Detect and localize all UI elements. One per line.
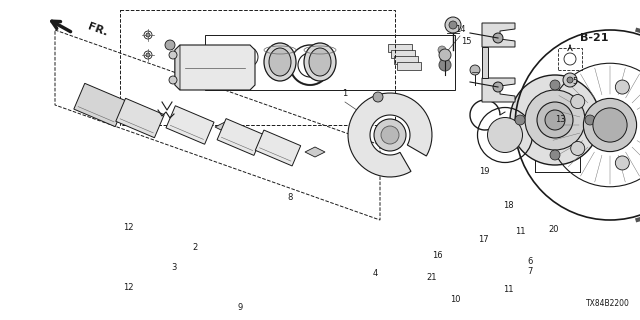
Circle shape (571, 141, 585, 156)
Text: 14: 14 (455, 26, 465, 35)
Circle shape (146, 53, 150, 57)
Text: 2: 2 (193, 244, 198, 252)
Circle shape (165, 40, 175, 50)
Circle shape (146, 33, 150, 37)
Circle shape (615, 156, 629, 170)
Polygon shape (305, 147, 325, 157)
Text: 9: 9 (237, 303, 243, 313)
Text: 5: 5 (572, 77, 578, 86)
Circle shape (593, 108, 627, 142)
Bar (558, 48, 582, 70)
Polygon shape (394, 56, 418, 64)
Circle shape (169, 76, 177, 84)
Polygon shape (255, 130, 301, 166)
Text: 16: 16 (432, 251, 442, 260)
Text: 21: 21 (427, 274, 437, 283)
Text: 15: 15 (461, 37, 471, 46)
Text: 11: 11 (515, 228, 525, 236)
Circle shape (439, 59, 451, 71)
Circle shape (525, 90, 585, 150)
Polygon shape (217, 119, 263, 156)
Text: 7: 7 (527, 268, 532, 276)
Circle shape (374, 119, 406, 151)
Text: TX84B2200: TX84B2200 (586, 299, 630, 308)
Circle shape (550, 80, 560, 90)
Circle shape (373, 92, 383, 102)
Polygon shape (482, 47, 488, 78)
Text: 19: 19 (479, 167, 489, 177)
Ellipse shape (264, 43, 296, 81)
Polygon shape (116, 98, 164, 138)
Text: 20: 20 (548, 226, 559, 235)
Polygon shape (482, 78, 515, 102)
Circle shape (550, 150, 560, 160)
Circle shape (585, 115, 595, 125)
Text: 13: 13 (555, 116, 565, 124)
Text: 10: 10 (450, 294, 460, 303)
Polygon shape (391, 50, 415, 58)
Text: 4: 4 (372, 268, 378, 277)
Text: B-21: B-21 (580, 33, 608, 43)
Ellipse shape (304, 43, 336, 81)
Polygon shape (175, 45, 180, 90)
Circle shape (381, 126, 399, 144)
Text: 1: 1 (342, 90, 348, 99)
Circle shape (545, 110, 565, 130)
Ellipse shape (488, 117, 522, 153)
Polygon shape (388, 44, 412, 52)
Polygon shape (166, 106, 214, 144)
Polygon shape (215, 122, 235, 132)
Text: 3: 3 (172, 263, 177, 273)
Circle shape (563, 73, 577, 87)
Circle shape (470, 65, 480, 75)
Circle shape (615, 80, 629, 94)
Circle shape (510, 75, 600, 165)
Polygon shape (74, 83, 126, 127)
Circle shape (584, 98, 637, 152)
Ellipse shape (309, 48, 331, 76)
Circle shape (571, 94, 585, 108)
Text: 6: 6 (527, 258, 532, 267)
Circle shape (445, 17, 461, 33)
Ellipse shape (269, 48, 291, 76)
Polygon shape (348, 93, 432, 177)
Text: FR.: FR. (86, 22, 109, 38)
Polygon shape (397, 62, 421, 70)
Circle shape (439, 49, 451, 61)
Circle shape (567, 77, 573, 83)
Circle shape (537, 102, 573, 138)
Text: 12: 12 (123, 284, 133, 292)
Polygon shape (482, 23, 515, 47)
Circle shape (449, 21, 457, 29)
Circle shape (169, 51, 177, 59)
Circle shape (493, 33, 503, 43)
Text: 11: 11 (503, 285, 513, 294)
Text: 8: 8 (287, 194, 292, 203)
Text: 18: 18 (502, 201, 513, 210)
Text: 17: 17 (477, 236, 488, 244)
Circle shape (493, 82, 503, 92)
Text: 12: 12 (123, 223, 133, 233)
Polygon shape (175, 45, 255, 90)
Circle shape (438, 46, 446, 54)
Circle shape (515, 115, 525, 125)
